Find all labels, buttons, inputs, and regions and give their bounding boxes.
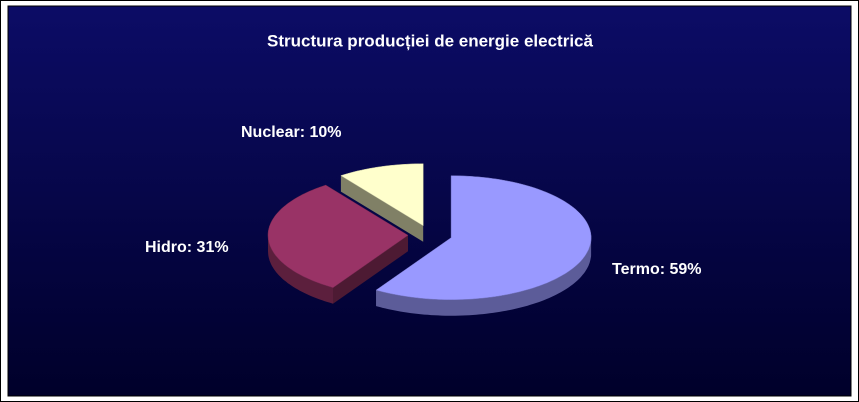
slice-side	[376, 237, 592, 316]
data-label: Hidro: 31%	[145, 239, 229, 256]
data-label: Termo: 59%	[612, 261, 702, 278]
pie-slice	[340, 163, 424, 227]
plot-background	[7, 5, 852, 397]
pie-slice	[375, 175, 592, 300]
slice-side	[268, 235, 333, 304]
chart-title: Structura producției de energie electric…	[267, 31, 593, 50]
slice-wall	[333, 235, 408, 304]
data-label: Nuclear: 10%	[241, 124, 342, 141]
pie-slice	[267, 184, 409, 288]
slice-wall	[340, 175, 424, 242]
